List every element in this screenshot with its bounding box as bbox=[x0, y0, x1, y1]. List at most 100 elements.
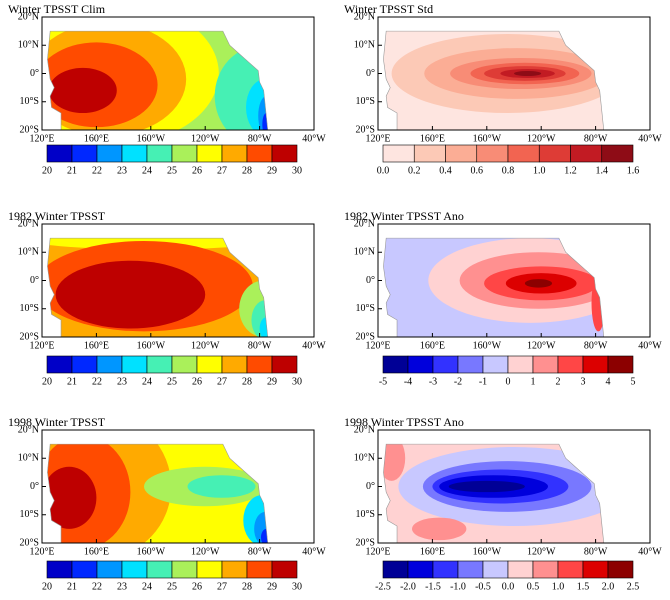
x-tick-label: 120°W bbox=[191, 546, 220, 557]
colorbar-label: 4 bbox=[606, 376, 611, 387]
colorbar-swatch bbox=[607, 560, 634, 579]
colorbar-label: 1.0 bbox=[533, 165, 546, 176]
colorbar-swatch bbox=[96, 144, 123, 163]
colorbar-swatch bbox=[538, 144, 571, 163]
colorbar-label: 2 bbox=[556, 376, 561, 387]
panel-title: Winter TPSST Std bbox=[344, 2, 433, 16]
colorbar-swatch bbox=[171, 144, 198, 163]
x-tick-label: 120°E bbox=[365, 133, 390, 144]
contour-field bbox=[47, 444, 268, 543]
y-tick-label: 10°N bbox=[354, 40, 375, 51]
colorbar-label: 0.6 bbox=[471, 165, 484, 176]
colorbar-label: -2.5 bbox=[375, 581, 391, 592]
colorbar-label: 22 bbox=[92, 165, 102, 176]
x-tick-label: 120°W bbox=[191, 340, 220, 351]
contour-fill bbox=[259, 317, 268, 337]
colorbar-swatch bbox=[121, 355, 148, 374]
x-tick-label: 160°E bbox=[84, 133, 109, 144]
colorbar-label: 1 bbox=[531, 376, 536, 387]
contour-field bbox=[47, 31, 268, 130]
colorbar-swatch bbox=[196, 355, 223, 374]
panel-title: Winter TPSST Clim bbox=[8, 2, 106, 16]
colorbar-label: 27 bbox=[217, 376, 227, 387]
y-tick-label: 20°N bbox=[18, 11, 39, 22]
colorbar-label: 28 bbox=[242, 581, 252, 592]
colorbar-label: 30 bbox=[292, 165, 302, 176]
colorbar-swatch bbox=[507, 560, 534, 579]
colorbar-swatch bbox=[146, 560, 173, 579]
contour-fill bbox=[591, 274, 604, 332]
colorbar-label: 20 bbox=[42, 165, 52, 176]
colorbar-swatch bbox=[532, 560, 559, 579]
y-tick-label: 10°S bbox=[19, 96, 39, 107]
colorbar-label: 27 bbox=[217, 165, 227, 176]
colorbar-label: -1 bbox=[479, 376, 487, 387]
colorbar-label: -2.0 bbox=[400, 581, 416, 592]
panel-title: 1998 Winter TPSST Ano bbox=[344, 415, 464, 429]
x-tick-label: 40°W bbox=[302, 133, 326, 144]
x-tick-label: 120°W bbox=[191, 133, 220, 144]
panel-title: 1982 Winter TPSST bbox=[8, 209, 106, 223]
y-tick-label: 10°N bbox=[18, 247, 39, 258]
y-tick-label: 20°N bbox=[18, 424, 39, 435]
contour-fill bbox=[254, 511, 268, 543]
y-tick-label: 0° bbox=[30, 275, 39, 286]
y-tick-label: 20°S bbox=[19, 124, 39, 135]
colorbar-swatch bbox=[507, 144, 540, 163]
contour-fill bbox=[187, 475, 256, 498]
colorbar-swatch bbox=[457, 560, 484, 579]
colorbar-label: 29 bbox=[267, 376, 277, 387]
y-tick-label: 0° bbox=[366, 275, 375, 286]
colorbar-label: 22 bbox=[92, 376, 102, 387]
x-tick-label: 80°W bbox=[584, 133, 608, 144]
colorbar-swatch bbox=[171, 560, 198, 579]
colorbar-label: 2.5 bbox=[627, 581, 640, 592]
x-tick-label: 120°W bbox=[527, 133, 556, 144]
colorbar-label: 5 bbox=[631, 376, 636, 387]
colorbar-swatch bbox=[507, 355, 534, 374]
contour-field bbox=[383, 31, 604, 130]
y-tick-label: 0° bbox=[366, 481, 375, 492]
colorbar-label: 0.0 bbox=[502, 581, 515, 592]
y-tick-label: 20°S bbox=[19, 537, 39, 548]
contour-fill bbox=[47, 238, 268, 250]
colorbar-swatch bbox=[271, 355, 298, 374]
contour-fill bbox=[47, 466, 97, 529]
colorbar-swatch bbox=[71, 355, 98, 374]
colorbar-label: 24 bbox=[142, 376, 152, 387]
colorbar-swatch bbox=[196, 560, 223, 579]
x-tick-label: 40°W bbox=[638, 546, 662, 557]
colorbar-label: 23 bbox=[117, 581, 127, 592]
colorbar-label: 26 bbox=[192, 581, 202, 592]
x-tick-label: 160°E bbox=[420, 340, 445, 351]
colorbar-label: 1.5 bbox=[577, 581, 590, 592]
x-tick-label: 120°E bbox=[365, 340, 390, 351]
colorbar-label: 1.0 bbox=[552, 581, 565, 592]
panel-title: 1982 Winter TPSST Ano bbox=[344, 209, 464, 223]
x-tick-label: 40°W bbox=[638, 340, 662, 351]
x-tick-label: 120°E bbox=[29, 133, 54, 144]
x-tick-label: 160°W bbox=[137, 340, 166, 351]
y-tick-label: 10°S bbox=[19, 509, 39, 520]
map-panel: 1998 Winter TPSST 120°E 160°E 160°W 120°W 80°… bbox=[8, 415, 326, 593]
contour-field bbox=[47, 238, 268, 337]
y-tick-label: 10°S bbox=[355, 303, 375, 314]
colorbar-swatch bbox=[71, 560, 98, 579]
colorbar-label: 25 bbox=[167, 581, 177, 592]
colorbar-label: 1.2 bbox=[564, 165, 577, 176]
colorbar-label: 26 bbox=[192, 165, 202, 176]
contour-field bbox=[383, 238, 604, 337]
x-tick-label: 80°W bbox=[584, 340, 608, 351]
contour-fill bbox=[524, 279, 553, 288]
x-tick-label: 120°E bbox=[365, 546, 390, 557]
y-tick-label: 10°N bbox=[354, 247, 375, 258]
y-tick-label: 20°S bbox=[355, 537, 375, 548]
x-tick-label: 160°W bbox=[473, 546, 502, 557]
y-tick-label: 20°N bbox=[354, 424, 375, 435]
colorbar-label: 0.2 bbox=[408, 165, 421, 176]
colorbar-swatch bbox=[46, 560, 73, 579]
y-tick-label: 0° bbox=[30, 68, 39, 79]
colorbar-swatch bbox=[432, 560, 459, 579]
